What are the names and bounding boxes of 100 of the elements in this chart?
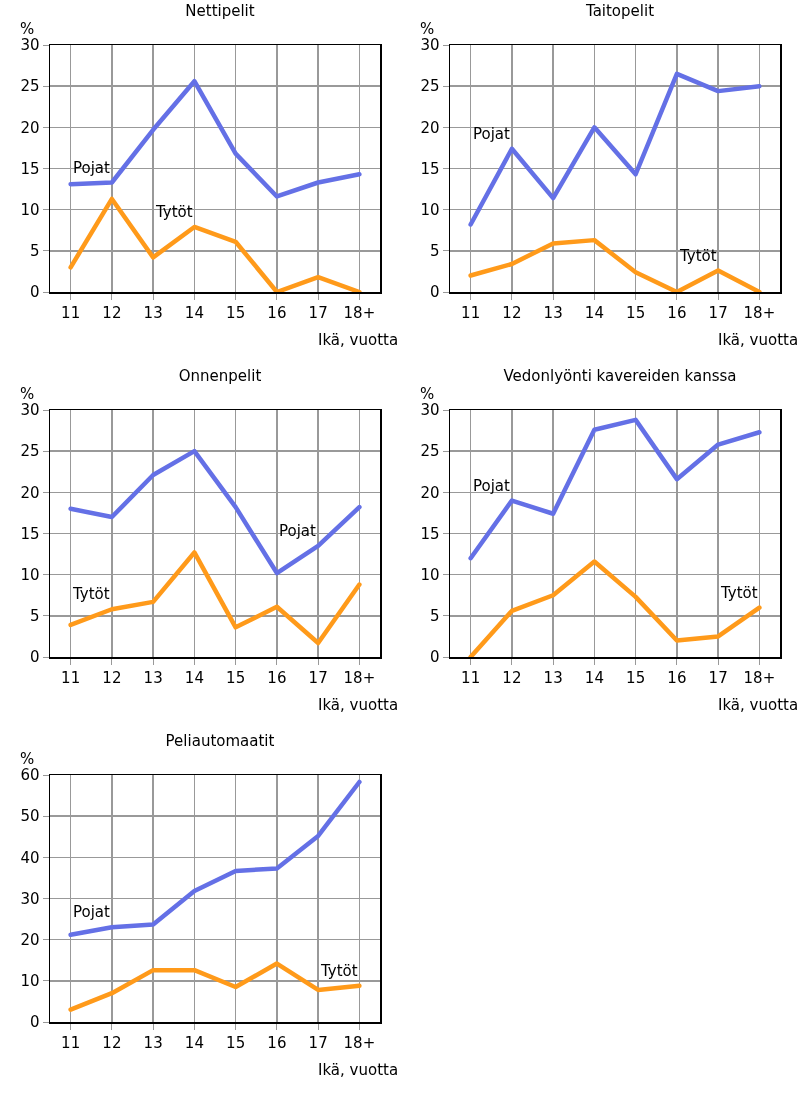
x-tick-label: 18+ (343, 1033, 376, 1052)
series-label: Tytöt (155, 203, 193, 221)
y-tick-label: 20 (20, 483, 40, 502)
x-tick-label: 18+ (343, 668, 376, 687)
x-axis-title: Ikä, vuotta (718, 331, 799, 349)
y-tick-label: 15 (20, 159, 40, 178)
chart-title: Onnenpelit (178, 366, 262, 385)
x-tick-label: 16 (267, 303, 287, 322)
x-tick-label: 18+ (343, 303, 376, 322)
y-tick-label: 10 (420, 200, 440, 219)
y-tick-label: 15 (420, 524, 440, 543)
x-tick-label: 17 (308, 668, 328, 687)
line-series (468, 559, 762, 657)
series-label: Tytöt (320, 962, 358, 980)
x-tick-label: 14 (184, 1033, 204, 1052)
y-axis-title: % (420, 385, 435, 403)
y-tick-label: 0 (429, 283, 440, 302)
line-series (68, 550, 362, 646)
y-tick-label: 20 (420, 118, 440, 137)
line-series (68, 196, 362, 292)
y-tick-label: 10 (20, 200, 40, 219)
x-tick-label: 12 (502, 668, 522, 687)
y-tick-label: 30 (420, 36, 440, 55)
series-label: Tytöt (679, 247, 717, 265)
y-tick-label: 25 (420, 442, 440, 461)
y-tick-label: 20 (420, 483, 440, 502)
x-tick-label: 13 (143, 303, 163, 322)
x-tick-label: 14 (584, 303, 604, 322)
x-tick-label: 11 (61, 1033, 81, 1052)
chart-title: Taitopelit (584, 1, 655, 20)
line-series (68, 779, 362, 937)
y-tick-label: 20 (20, 930, 40, 949)
y-tick-label: 50 (20, 807, 40, 826)
y-tick-label: 15 (420, 159, 440, 178)
y-axis-title: % (420, 20, 435, 38)
y-tick-label: 10 (20, 972, 40, 991)
x-tick-label: 13 (543, 303, 563, 322)
series-label: Pojat (473, 477, 511, 495)
y-tick-label: 0 (429, 648, 440, 667)
series-label: Pojat (279, 522, 317, 540)
line-series (68, 448, 362, 576)
x-tick-label: 13 (143, 668, 163, 687)
x-tick-label: 11 (461, 303, 481, 322)
y-axis-title: % (20, 20, 35, 38)
x-tick-label: 14 (584, 668, 604, 687)
y-tick-label: 0 (29, 1013, 40, 1032)
x-tick-label: 17 (308, 1033, 328, 1052)
y-tick-label: 20 (20, 118, 40, 137)
chart-title: Vedonlyönti kavereiden kanssa (503, 366, 737, 385)
x-tick-label: 15 (626, 668, 646, 687)
x-tick-label: 15 (626, 303, 646, 322)
x-tick-label: 13 (543, 668, 563, 687)
x-tick-label: 14 (184, 668, 204, 687)
x-tick-label: 12 (102, 303, 122, 322)
y-tick-label: 30 (20, 889, 40, 908)
chart-title: Peliautomaatit (165, 731, 275, 750)
x-tick-label: 11 (461, 668, 481, 687)
y-tick-label: 5 (29, 242, 40, 261)
series-label: Pojat (473, 125, 511, 143)
line-series (468, 71, 762, 227)
x-axis-title: Ikä, vuotta (318, 696, 399, 714)
x-tick-label: 15 (226, 303, 246, 322)
y-tick-label: 30 (20, 401, 40, 420)
y-tick-label: 25 (20, 77, 40, 96)
series-label: Pojat (73, 903, 111, 921)
x-tick-label: 17 (708, 303, 728, 322)
x-tick-label: 12 (102, 1033, 122, 1052)
y-tick-label: 10 (420, 565, 440, 584)
line-series (468, 417, 762, 561)
x-axis-title: Ikä, vuotta (718, 696, 799, 714)
series-label: Tytöt (720, 584, 758, 602)
y-tick-label: 5 (429, 607, 440, 626)
x-tick-label: 12 (102, 668, 122, 687)
y-tick-label: 0 (29, 283, 40, 302)
y-tick-label: 5 (429, 242, 440, 261)
x-tick-label: 18+ (743, 668, 776, 687)
y-tick-label: 10 (20, 565, 40, 584)
y-tick-label: 25 (20, 442, 40, 461)
series-label: Tytöt (72, 585, 110, 603)
x-tick-label: 16 (667, 668, 687, 687)
x-tick-label: 15 (226, 668, 246, 687)
y-tick-label: 30 (20, 36, 40, 55)
x-tick-label: 11 (61, 668, 81, 687)
x-tick-label: 11 (61, 303, 81, 322)
chart-title: Nettipelit (185, 1, 255, 20)
x-tick-label: 13 (143, 1033, 163, 1052)
y-tick-label: 60 (20, 766, 40, 785)
x-tick-label: 16 (267, 1033, 287, 1052)
x-tick-label: 16 (667, 303, 687, 322)
x-tick-label: 16 (267, 668, 287, 687)
x-axis-title: Ikä, vuotta (318, 331, 399, 349)
x-tick-label: 14 (184, 303, 204, 322)
line-series (68, 78, 362, 199)
x-axis-title: Ikä, vuotta (318, 1061, 399, 1079)
y-tick-label: 5 (29, 607, 40, 626)
x-tick-label: 18+ (743, 303, 776, 322)
y-tick-label: 15 (20, 524, 40, 543)
y-axis-title: % (20, 750, 35, 768)
x-tick-label: 17 (708, 668, 728, 687)
y-axis-title: % (20, 385, 35, 403)
